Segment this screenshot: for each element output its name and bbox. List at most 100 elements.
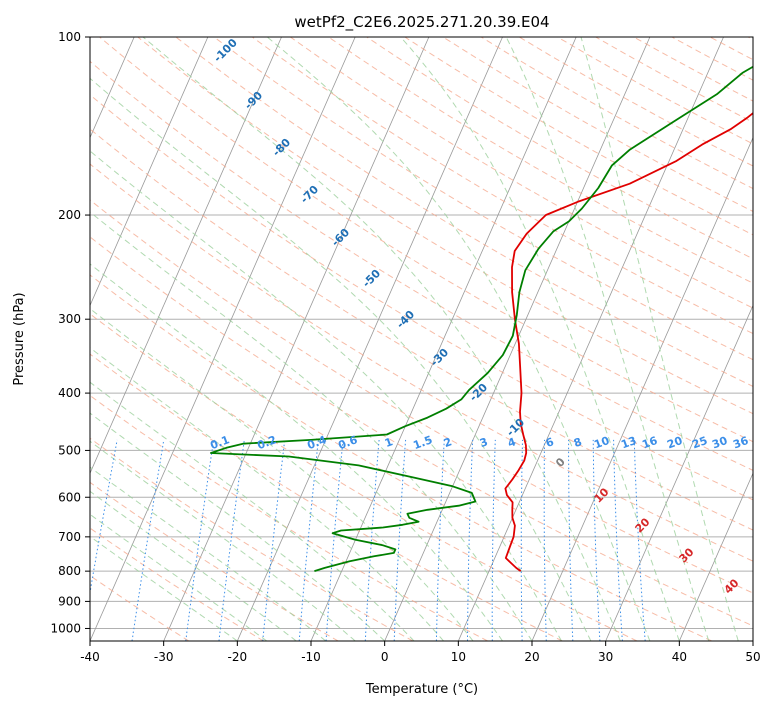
mixing-ratio-label: 16 <box>640 434 659 452</box>
mixing-ratio-label: 4 <box>506 435 518 450</box>
isotherm <box>531 136 753 641</box>
plot-frame <box>89 36 754 642</box>
dry-adiabat <box>709 37 753 61</box>
x-tick-label: 20 <box>524 650 539 664</box>
dry-adiabat-label: -60 <box>329 226 352 249</box>
dry-adiabat <box>90 199 753 594</box>
isotherm <box>457 37 724 641</box>
dry-adiabat <box>90 353 563 641</box>
isotherm <box>163 37 430 641</box>
dry-adiabat <box>90 236 753 627</box>
x-tick-label: 0 <box>381 650 389 664</box>
x-tick-label: -20 <box>228 650 248 664</box>
isotherm <box>605 304 753 641</box>
dry-adiabat <box>90 94 753 501</box>
moist-adiabat <box>90 308 474 641</box>
moist-adiabat-label: 40 <box>722 576 742 596</box>
mixing-ratio-line <box>568 439 574 641</box>
dry-adiabat-label: -100 <box>211 36 240 65</box>
dry-adiabat-label: -70 <box>298 183 321 206</box>
dry-adiabat <box>99 37 753 443</box>
mixing-ratio-line <box>435 439 445 641</box>
dry-adiabat <box>328 37 753 284</box>
dry-adiabat <box>90 313 638 641</box>
dry-adiabat <box>633 37 753 102</box>
moist-adiabat <box>90 150 562 641</box>
moist-adiabat <box>90 440 356 641</box>
mixing-ratio-label: 8 <box>572 435 584 450</box>
moist-adiabat <box>142 37 621 641</box>
moist-adiabat <box>266 37 651 641</box>
x-tick-label: 10 <box>451 650 466 664</box>
mixing-ratio-label: 1 <box>383 435 395 450</box>
mixing-ratio-line <box>613 439 623 641</box>
reference-lines <box>90 37 753 641</box>
mixing-ratio-label: 13 <box>619 434 638 451</box>
mixing-ratio-line <box>90 439 118 596</box>
moist-adiabat-label: 20 <box>633 515 653 535</box>
dry-adiabat <box>748 37 753 41</box>
dry-adiabat <box>519 37 753 167</box>
mixing-ratio-label: 20 <box>665 434 684 452</box>
mixing-ratio-line <box>131 439 165 641</box>
mixing-ratio-line <box>633 439 646 641</box>
isotherm <box>0 37 61 641</box>
mixing-ratio-label: 1.5 <box>411 433 434 452</box>
dry-adiabat <box>290 37 753 309</box>
temperature-profile <box>504 111 753 572</box>
moist-adiabat <box>90 513 268 641</box>
dry-adiabat-label: -30 <box>428 346 451 369</box>
isotherm <box>90 37 356 641</box>
moist-adiabat-label: 0 <box>553 455 568 470</box>
dry-adiabat <box>442 37 753 213</box>
mixing-ratio-label: 0.1 <box>208 433 231 452</box>
grid-layer <box>0 37 753 641</box>
moist-adiabat-label: 10 <box>592 485 612 505</box>
dry-adiabat <box>251 37 753 335</box>
mixing-ratio-label: 0.4 <box>305 433 328 452</box>
mixing-ratio-line <box>185 439 215 641</box>
dry-adiabat <box>90 60 753 471</box>
mixing-ratio-line <box>298 439 319 641</box>
moist-adiabat <box>90 211 533 641</box>
dry-adiabat-label: -20 <box>467 381 490 404</box>
mixing-ratio-line <box>491 439 496 641</box>
mixing-ratio-label: 10 <box>592 434 611 452</box>
mixing-ratio-line <box>218 439 245 641</box>
dewpoint-profile <box>210 65 753 572</box>
dry-adiabat-label: -90 <box>242 89 265 112</box>
y-tick-label: 600 <box>58 490 81 504</box>
y-tick-label: 300 <box>58 312 81 326</box>
moist-adiabat <box>90 535 238 641</box>
mixing-ratio-label: 2 <box>442 435 454 450</box>
x-tick-label: -40 <box>80 650 100 664</box>
dry-adiabat <box>366 37 753 260</box>
mixing-ratio-line <box>543 439 547 641</box>
isotherm <box>310 37 577 641</box>
isotherm <box>236 37 503 641</box>
mixing-ratio-line <box>520 439 523 641</box>
dry-adiabat <box>480 37 753 190</box>
y-tick-label: 200 <box>58 208 81 222</box>
moist-adiabat <box>505 37 710 641</box>
mixing-ratio-line <box>325 439 344 641</box>
mixing-ratio-label: 36 <box>731 434 750 452</box>
moist-adiabat <box>90 263 503 641</box>
mixing-ratio-label: 0.6 <box>336 433 359 452</box>
dry-adiabat <box>90 481 339 641</box>
y-tick-label: 1000 <box>50 621 81 635</box>
isotherm <box>678 472 753 641</box>
mixing-ratio-label: 25 <box>690 434 709 451</box>
moist-adiabat <box>90 466 327 641</box>
dry-adiabat <box>557 37 753 145</box>
y-tick-label: 100 <box>58 30 81 44</box>
moist-adiabat <box>90 381 415 641</box>
mixing-ratio-label: 3 <box>478 435 490 450</box>
x-tick-label: -10 <box>301 650 321 664</box>
mixing-ratio-line <box>364 439 380 641</box>
axes: -40 -30 -20 -10 0 10 20 30 40 5010020030040050060… <box>50 30 760 664</box>
isotherm <box>90 37 282 475</box>
moist-adiabat <box>580 37 739 641</box>
x-tick-label: 30 <box>598 650 613 664</box>
